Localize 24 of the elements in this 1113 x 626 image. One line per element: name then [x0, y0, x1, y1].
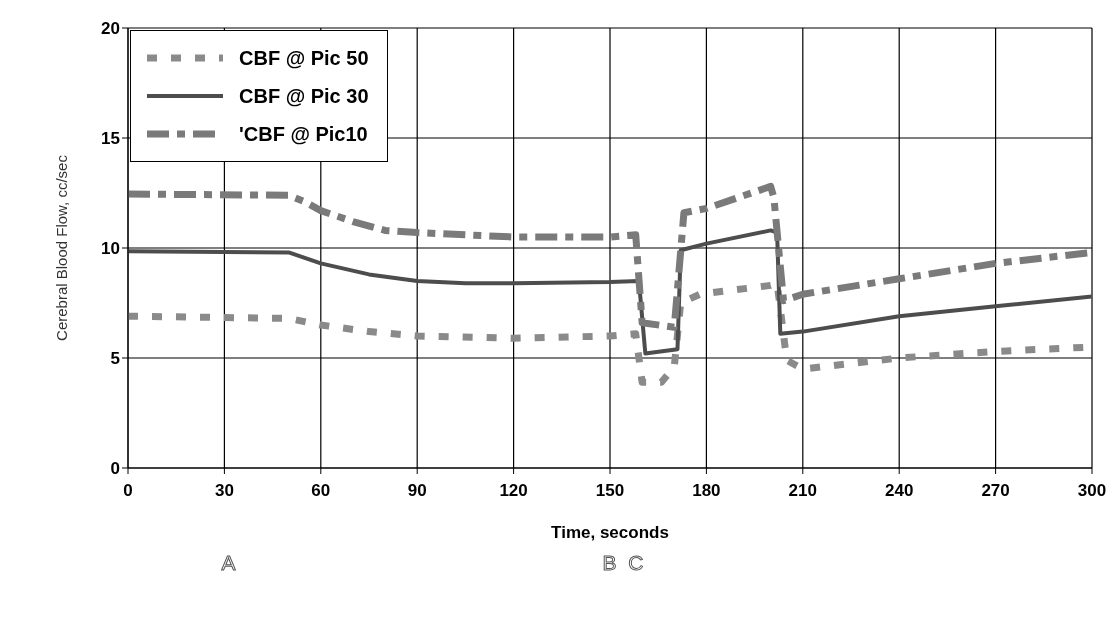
y-tick-label: 15 — [101, 129, 120, 149]
legend-label: CBF @ Pic 50 — [239, 46, 369, 70]
y-tick-label: 0 — [110, 459, 120, 479]
x-tick-label: 300 — [1077, 481, 1107, 501]
x-tick-label: 150 — [595, 481, 625, 501]
x-tick-label: 0 — [123, 481, 133, 501]
y-tick-label: 10 — [101, 239, 120, 259]
x-tick-label: 120 — [499, 481, 528, 501]
y-axis-title: Cerebral Blood Flow, cc/sec — [53, 154, 71, 341]
x-tick-label: 210 — [788, 481, 817, 501]
x-tick-label: 240 — [885, 481, 914, 501]
x-tick-label: 60 — [311, 481, 331, 501]
x-tick-label: 270 — [981, 481, 1010, 501]
y-tick-label: 5 — [110, 349, 120, 369]
legend-label: 'CBF @ Pic10 — [239, 122, 368, 146]
x-tick-label: 180 — [692, 481, 721, 501]
text: A — [221, 551, 236, 574]
x-tick-label: 30 — [214, 481, 234, 501]
legend-label: CBF @ Pic 30 — [239, 84, 369, 108]
text: C — [628, 551, 644, 574]
text: B — [602, 551, 617, 574]
x-tick-label: 90 — [407, 481, 427, 501]
y-tick-label: 20 — [101, 19, 120, 39]
x-axis-title: Time, seconds — [551, 523, 669, 542]
